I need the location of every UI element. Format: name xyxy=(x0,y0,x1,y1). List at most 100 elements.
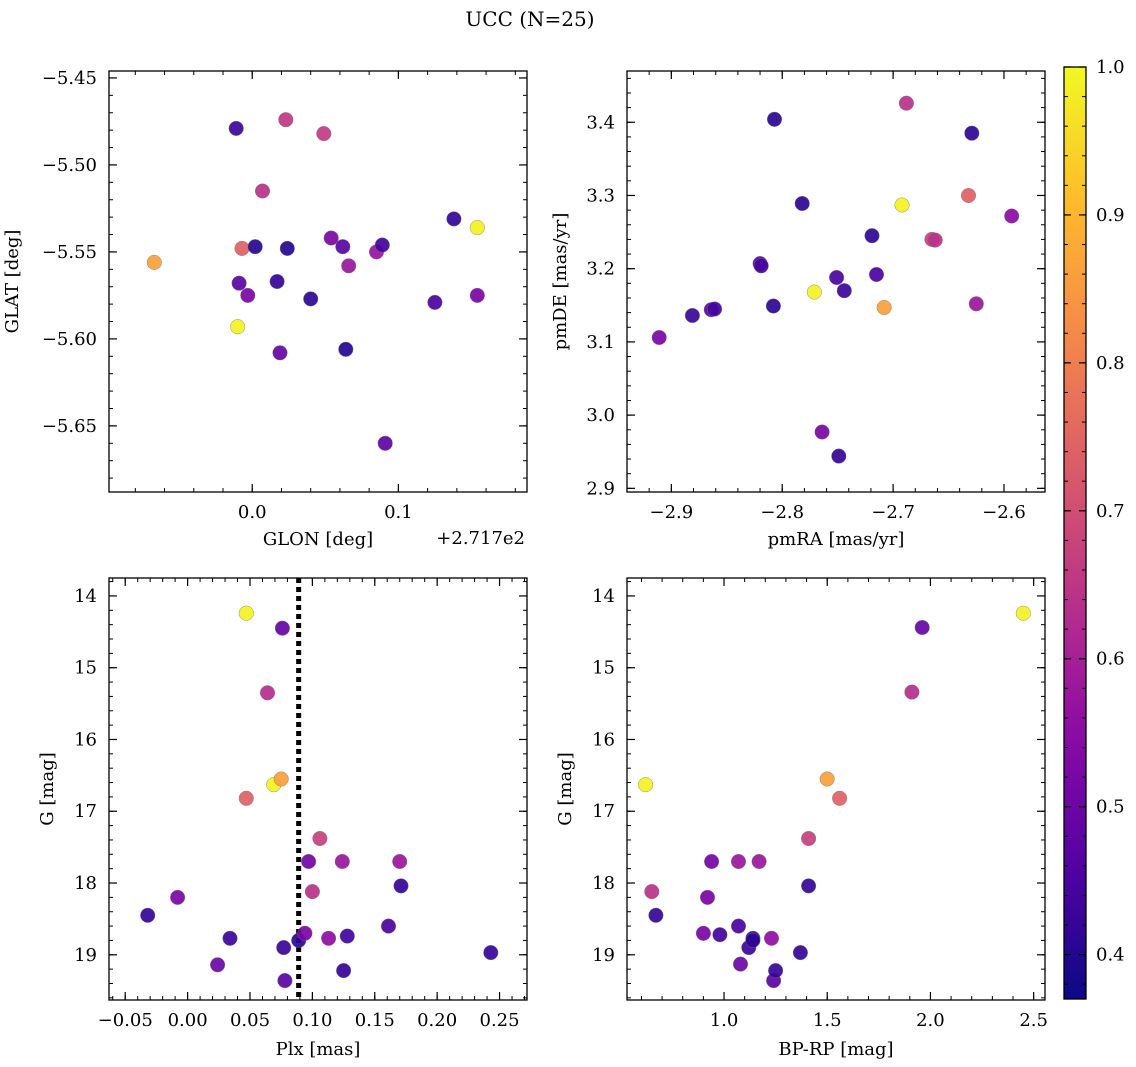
scatter-point xyxy=(751,854,767,870)
x-axis-label: pmRA [mas/yr] xyxy=(768,529,905,550)
x-axis-label: BP-RP [mag] xyxy=(778,1039,893,1060)
scatter-point xyxy=(140,907,156,923)
scatter-point xyxy=(274,620,290,636)
scatter-point xyxy=(704,854,720,870)
scatter-point xyxy=(765,298,781,314)
scatter-point xyxy=(648,907,664,923)
scatter-point xyxy=(898,95,914,111)
colorbar-tick-label: 0.8 xyxy=(1096,353,1125,374)
scatter-point xyxy=(819,771,835,787)
scatter-point xyxy=(304,884,320,900)
scatter-point xyxy=(392,854,408,870)
scatter-point xyxy=(279,240,295,256)
y-tick-label: 15 xyxy=(592,658,615,679)
scatter-point xyxy=(1015,605,1031,621)
scatter-point xyxy=(745,932,761,948)
scatter-point xyxy=(753,258,769,274)
x-tick-label: 2.0 xyxy=(916,1010,945,1031)
scatter-point xyxy=(222,930,238,946)
x-tick-label: −0.05 xyxy=(98,1010,153,1031)
scatter-point xyxy=(303,291,319,307)
axes-frame xyxy=(626,577,1046,1001)
y-tick-label: 16 xyxy=(74,729,97,750)
scatter-point xyxy=(276,940,292,956)
scatter-point xyxy=(707,301,723,317)
scatter-point xyxy=(483,945,499,961)
y-axis-label: G [mag] xyxy=(555,752,576,825)
scatter-point xyxy=(341,258,357,274)
scatter-point xyxy=(806,284,822,300)
colorbar-tick-label: 0.6 xyxy=(1096,649,1125,670)
scatter-point xyxy=(864,228,880,244)
panel-plx: −0.05 0.00 0.05 0.10 0.15 0.20 0.25 14 15 16 17 18 1… xyxy=(37,577,528,1060)
panel-pm: −2.9 −2.8 −2.7 −2.6 2.9 3.0 3.1 3.2 3.3 3.4 pmRA [… xyxy=(550,70,1046,550)
x-tick-label: 0.0 xyxy=(238,502,267,523)
colorbar-gradient xyxy=(1063,66,1087,1000)
x-tick-label: −2.9 xyxy=(649,502,693,523)
scatter-point xyxy=(427,294,443,310)
y-tick-label: 3.0 xyxy=(586,405,615,426)
x-tick-label: 1.5 xyxy=(813,1010,842,1031)
scatter-point xyxy=(321,930,337,946)
scatter-point xyxy=(869,267,885,283)
x-tick-label: −2.7 xyxy=(871,502,915,523)
scatter-point xyxy=(393,878,409,894)
scatter-point xyxy=(961,187,977,203)
colorbar-tick-label: 0.7 xyxy=(1096,501,1125,522)
scatter-point xyxy=(829,270,845,286)
scatter-point xyxy=(731,918,747,934)
scatter-point xyxy=(651,330,667,346)
panel-lonlat: 0.0 0.1 −5.50 −5.55 −5.60 −5.65 −5.45 GLON [deg… xyxy=(2,68,528,550)
scatter-point xyxy=(814,424,830,440)
scatter-point xyxy=(469,287,485,303)
x-tick-label: −2.6 xyxy=(982,502,1026,523)
y-tick-label: −5.60 xyxy=(42,329,97,350)
panel-cmd: 1.0 1.5 2.0 2.5 14 15 16 17 18 19 BP-RP [mag] G [ma… xyxy=(555,577,1048,1060)
x-axis-label: Plx [mas] xyxy=(276,1039,361,1060)
colorbar-tick-label: 0.5 xyxy=(1096,797,1125,818)
scatter-point xyxy=(230,319,246,335)
axes-frame xyxy=(108,70,528,493)
y-tick-label: 16 xyxy=(592,729,615,750)
scatter-point xyxy=(831,448,847,464)
axes-frame xyxy=(108,577,528,1001)
y-axis-label: G [mag] xyxy=(37,752,58,825)
x-tick-label: 0.15 xyxy=(355,1010,395,1031)
scatter-point xyxy=(247,239,263,255)
scatter-point xyxy=(801,878,817,894)
y-tick-label: 3.1 xyxy=(586,332,615,353)
scatter-point xyxy=(801,831,817,847)
y-tick-label: 15 xyxy=(74,658,97,679)
scatter-point xyxy=(836,283,852,299)
scatter-point xyxy=(695,925,711,941)
scatter-point xyxy=(228,120,244,136)
y-tick-label: 19 xyxy=(592,945,615,966)
x-tick-label: −2.8 xyxy=(760,502,804,523)
y-tick-label: −5.45 xyxy=(42,68,97,89)
scatter-point xyxy=(238,790,254,806)
scatter-point xyxy=(335,239,351,255)
scatter-point xyxy=(964,125,980,141)
scatter-point xyxy=(269,274,285,290)
y-tick-label: 2.9 xyxy=(586,478,615,499)
scatter-point xyxy=(210,957,226,973)
colorbar-tick-label: 0.4 xyxy=(1096,945,1125,966)
scatter-point xyxy=(254,183,270,199)
scatter-point xyxy=(927,232,943,248)
axes-frame xyxy=(626,70,1046,493)
y-tick-label: 3.4 xyxy=(586,112,615,133)
y-tick-label: 18 xyxy=(74,873,97,894)
scatter-point xyxy=(638,777,654,793)
scatter-point xyxy=(278,112,294,128)
colorbar-tick-label: 1.0 xyxy=(1096,57,1125,78)
scatter-point xyxy=(238,605,254,621)
scatter-point xyxy=(876,300,892,316)
scatter-point xyxy=(338,341,354,357)
scatter-point xyxy=(700,889,716,905)
scatter-point xyxy=(764,930,780,946)
x-tick-label: 0.25 xyxy=(480,1010,520,1031)
x-tick-label: 2.5 xyxy=(1019,1010,1048,1031)
scatter-point xyxy=(231,275,247,291)
scatter-point xyxy=(336,963,352,979)
scatter-point xyxy=(794,195,810,211)
